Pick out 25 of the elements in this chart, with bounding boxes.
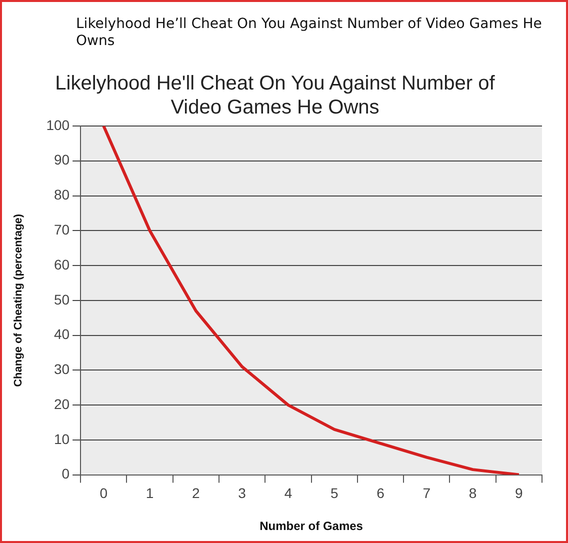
x-tick-label: 8 [468, 485, 477, 502]
y-tick-label: 10 [54, 430, 70, 447]
x-tick-label: 9 [515, 485, 524, 502]
y-tick-label: 100 [46, 116, 70, 133]
y-axis-title: Change of Cheating (percentage) [12, 214, 25, 387]
y-tick-label: 70 [54, 222, 70, 238]
y-tick-label: 90 [54, 152, 70, 168]
chart-title: Likelyhood He'll Cheat On You Against Number of Video Games He Owns [55, 72, 496, 119]
y-tick-label: 40 [54, 326, 70, 342]
x-tick-label: 3 [238, 485, 246, 502]
x-tick-label: 2 [192, 485, 200, 502]
y-tick-label: 50 [54, 291, 70, 308]
text: Likelyhood He’ll Cheat On You Against Number of Video Games He Owns [76, 16, 543, 50]
y-tick-label: 30 [54, 361, 70, 378]
x-tick-label: 4 [284, 485, 292, 502]
y-tick-label: 0 [62, 466, 70, 482]
x-tick-label: 1 [146, 485, 154, 502]
y-tick-label: 20 [54, 396, 70, 412]
x-tick-label: 6 [376, 485, 385, 502]
x-tick-label: 0 [100, 485, 108, 502]
y-tick-label: 60 [54, 256, 70, 272]
x-axis-title: Number of Games [260, 519, 364, 534]
x-tick-label: 5 [330, 485, 338, 502]
x-tick-label: 7 [422, 485, 431, 502]
y-tick-label: 80 [54, 186, 70, 203]
